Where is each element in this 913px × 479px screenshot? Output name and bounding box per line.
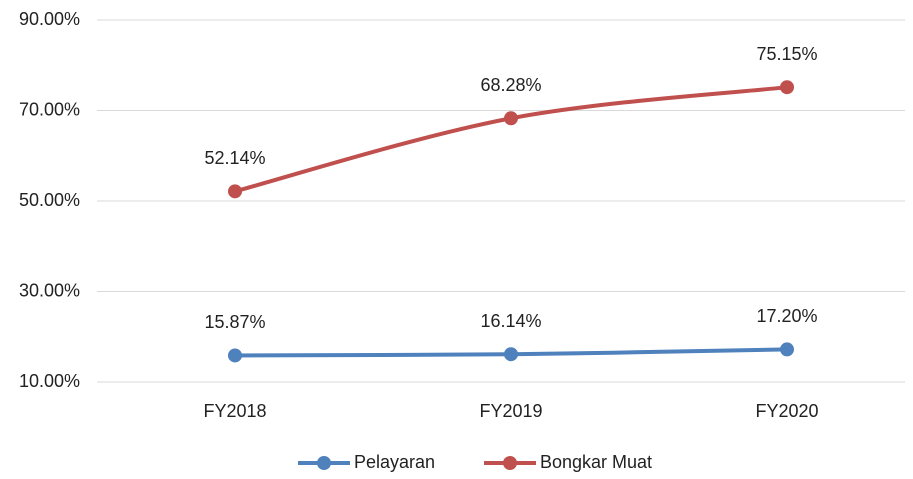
y-tick-label: 90.00% (19, 9, 80, 29)
x-tick-label: FY2018 (203, 401, 266, 421)
data-label: 68.28% (480, 75, 541, 95)
legend-label: Bongkar Muat (540, 452, 652, 472)
data-point (228, 348, 242, 363)
legend-label: Pelayaran (354, 452, 435, 472)
series-line (233, 85, 789, 194)
data-point (504, 347, 518, 362)
y-tick-label: 70.00% (19, 99, 80, 119)
x-tick-label: FY2020 (755, 401, 818, 421)
data-point (504, 111, 518, 126)
data-label: 75.15% (756, 44, 817, 64)
data-point (228, 184, 242, 199)
y-tick-label: 50.00% (19, 190, 80, 210)
data-label: 17.20% (756, 306, 817, 326)
legend-marker (317, 456, 331, 470)
data-point (780, 80, 794, 95)
data-label: 16.14% (480, 311, 541, 331)
y-tick-label: 10.00% (19, 371, 80, 391)
data-point (780, 342, 794, 357)
data-label: 52.14% (204, 148, 265, 168)
data-label: 15.87% (204, 312, 265, 332)
x-tick-label: FY2019 (479, 401, 542, 421)
y-tick-label: 30.00% (19, 280, 80, 300)
legend-marker (503, 456, 517, 470)
